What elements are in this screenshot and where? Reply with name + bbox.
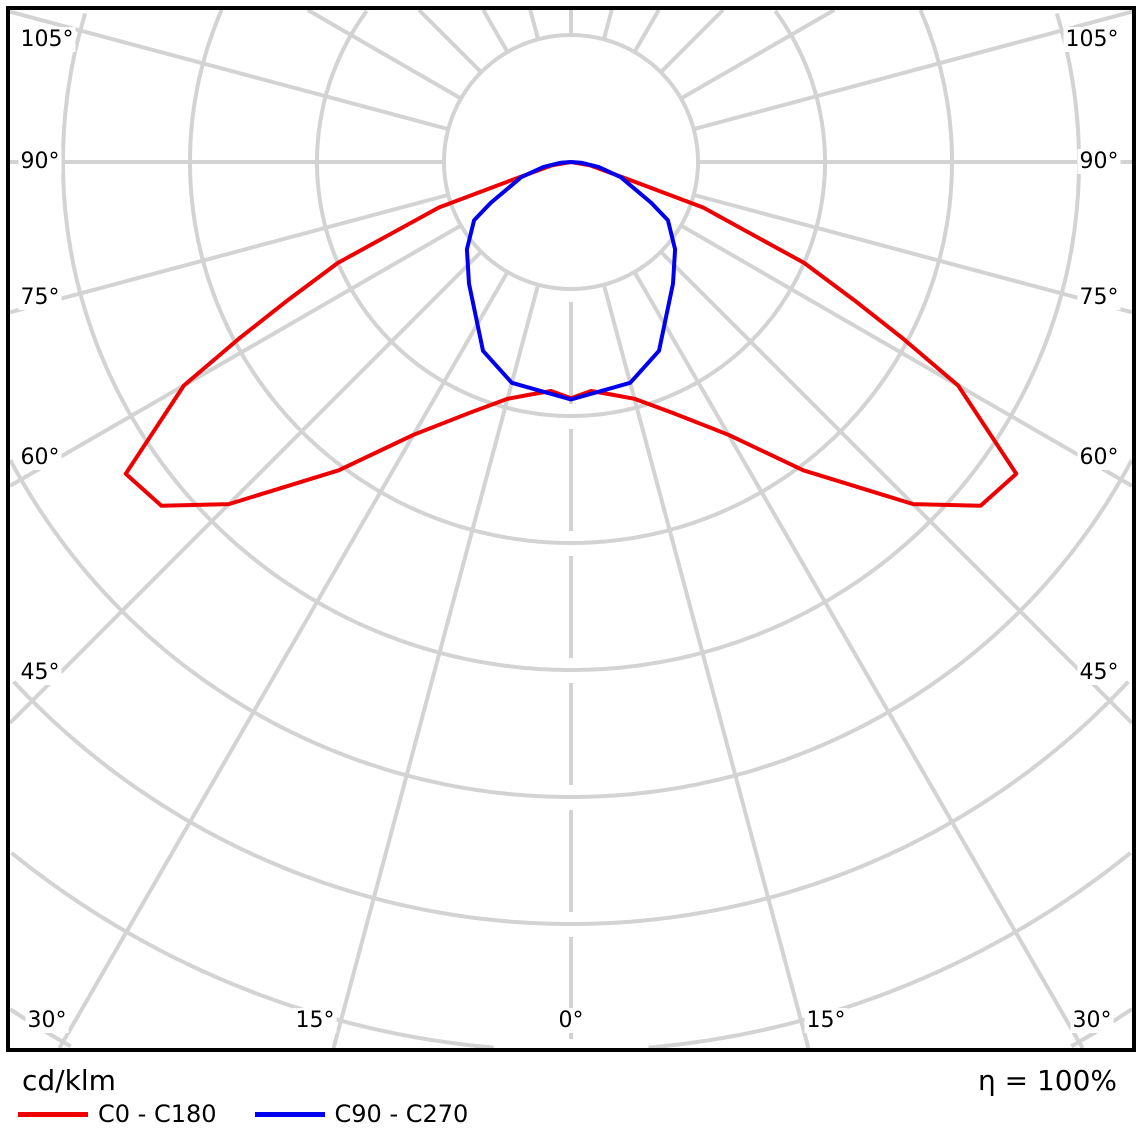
plot-frame [6,6,1136,1052]
grid-spoke [659,250,1134,725]
grid-spoke [659,8,725,74]
angle-label: 30° [1070,1008,1114,1033]
angle-label-text: 105° [1066,27,1119,52]
grid-ring [8,459,1134,799]
series-curve-c90-c270 [464,160,678,402]
angle-label-bg [18,149,62,174]
angle-label-text: 60° [1080,445,1119,470]
grid-spoke [481,9,510,54]
angle-label: 75° [1077,285,1121,310]
legend-swatch-red [18,1111,88,1117]
grid-spoke [693,9,1133,132]
angle-label-text: 75° [21,285,60,310]
angle-label-bg [18,445,62,470]
angle-label-bg [293,1008,337,1033]
legend-item-c0-c180: C0 - C180 [18,1100,217,1128]
angle-label-bg [1077,285,1121,310]
angle-label-text: 45° [21,660,60,685]
grid-spoke [331,284,541,1049]
angle-label-text: 30° [28,1008,67,1033]
angle-label-bg [1070,1008,1114,1033]
angle-label: 105° [18,27,76,52]
angle-label-bg [1077,149,1121,174]
grid-spoke [601,284,811,1049]
angle-labels: 105° 105° 90° 90° 75° 75° 60° 60° 45° 45° 30° 30° 15… [18,27,1121,1033]
angle-label-text: 90° [1080,149,1119,174]
angle-label: 30° [25,1008,69,1033]
grid-ring [12,680,1130,926]
angle-label-text: 30° [1073,1008,1112,1033]
angle-label: 15° [804,1008,848,1033]
angle-label-bg [1077,445,1121,470]
angle-label-bg [25,1008,69,1033]
angle-label-bg [18,27,76,52]
angle-label: 0° [556,1008,586,1033]
angle-label: 60° [18,445,62,470]
angle-label-bg [804,1008,848,1033]
angle-label-text: 75° [1080,285,1119,310]
grid-spoke [693,192,1133,315]
grid-ring [188,9,954,545]
angle-label-bg [556,1008,586,1033]
angle-label: 90° [1077,149,1121,174]
angle-label-text: 45° [1080,660,1119,685]
grid-spoke [632,270,1085,1050]
angle-label-text: 60° [21,445,60,470]
legend-label: C90 - C270 [334,1100,469,1128]
efficiency-label: η = 100% [977,1064,1117,1097]
grid-spoke [632,8,661,54]
angle-label: 90° [18,149,62,174]
grid-ring [10,851,1132,1050]
grid-spoke [306,8,463,101]
angle-label: 15° [293,1008,337,1033]
grid-spoke [57,270,510,1050]
legend-swatch-blue [254,1111,325,1117]
polar-grid [8,8,1134,1050]
angle-label-bg [1077,660,1121,685]
unit-label: cd/klm [22,1064,116,1097]
grid-spoke [9,192,449,315]
curves [123,160,1019,508]
grid-spoke [9,9,449,132]
angle-label-text: 0° [559,1008,584,1033]
angle-label: 45° [18,660,62,685]
angle-label-bg [18,660,62,685]
legend: C0 - C180 C90 - C270 [18,1100,506,1128]
grid-spoke [417,8,483,74]
grid-spoke [8,250,483,725]
angle-label-bg [1063,27,1121,52]
legend-item-c90-c270: C90 - C270 [254,1100,469,1128]
angle-label-text: 15° [296,1008,335,1033]
angle-label: 60° [1077,445,1121,470]
angle-label: 105° [1063,27,1121,52]
grid-spoke [528,9,541,40]
angle-label-text: 90° [21,149,60,174]
angle-label-text: 105° [21,27,74,52]
angle-label-bg [18,285,62,310]
grid-spoke [679,223,1133,488]
legend-label: C0 - C180 [98,1100,217,1128]
grid-spoke [9,223,463,488]
grid-spoke [679,8,836,101]
angle-label: 45° [1077,660,1121,685]
grid-spoke [601,9,614,40]
angle-label-text: 15° [807,1008,846,1033]
angle-label: 75° [18,285,62,310]
